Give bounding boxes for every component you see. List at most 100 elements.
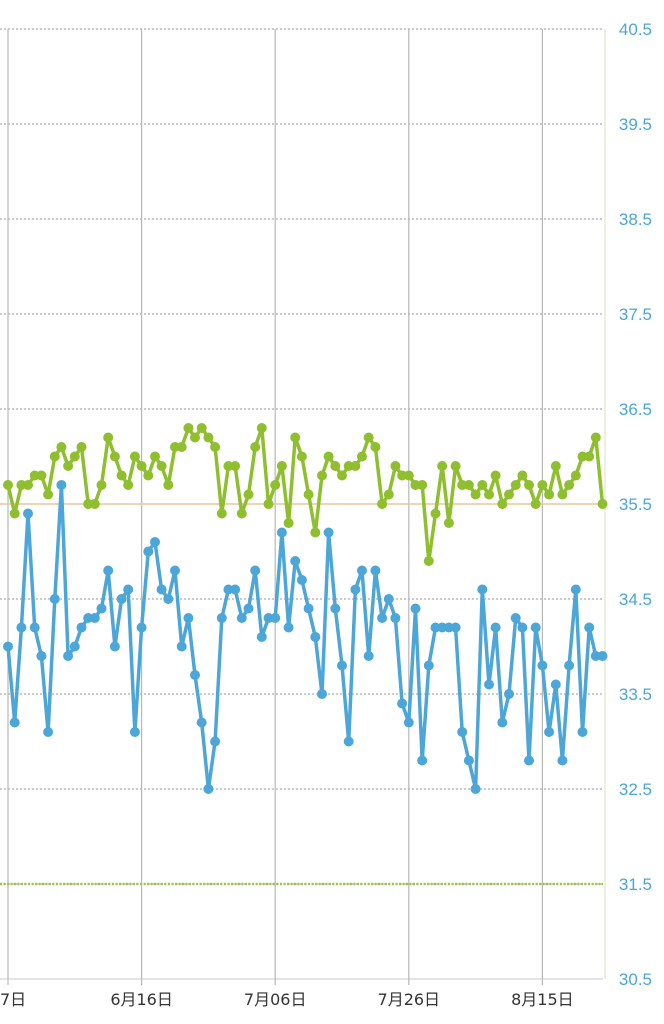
x-tick-label: 8月15日 bbox=[511, 990, 574, 1009]
data-point bbox=[69, 451, 80, 462]
data-point bbox=[497, 717, 508, 728]
data-point bbox=[517, 622, 528, 633]
data-point bbox=[457, 727, 468, 737]
data-point bbox=[544, 489, 555, 500]
data-point bbox=[76, 442, 87, 452]
data-point bbox=[377, 613, 388, 623]
data-point bbox=[16, 622, 27, 633]
data-point bbox=[383, 594, 394, 604]
data-point bbox=[530, 499, 541, 509]
data-point bbox=[216, 508, 227, 519]
y-tick-label: 31.5 bbox=[619, 875, 652, 894]
y-tick-label: 30.5 bbox=[619, 970, 652, 989]
data-point bbox=[250, 565, 261, 576]
data-point bbox=[397, 698, 408, 709]
data-point bbox=[417, 480, 428, 490]
data-point bbox=[236, 508, 247, 519]
data-point bbox=[156, 584, 167, 595]
y-tick-label: 39.5 bbox=[619, 115, 652, 134]
data-point bbox=[230, 461, 241, 471]
data-point bbox=[510, 480, 521, 490]
data-point bbox=[524, 755, 534, 766]
data-point bbox=[9, 508, 20, 519]
x-tick-label: 6月16日 bbox=[110, 990, 173, 1009]
data-point bbox=[129, 451, 140, 462]
data-point bbox=[256, 423, 267, 433]
data-point bbox=[423, 660, 434, 671]
data-point bbox=[443, 518, 454, 528]
data-point bbox=[370, 442, 381, 452]
data-point bbox=[350, 584, 361, 595]
data-point bbox=[570, 470, 581, 481]
data-point bbox=[490, 470, 501, 481]
data-point bbox=[283, 622, 294, 633]
data-point bbox=[403, 717, 414, 728]
data-point bbox=[463, 755, 474, 766]
data-point bbox=[3, 480, 13, 490]
data-point bbox=[23, 508, 33, 519]
data-point bbox=[537, 480, 548, 490]
data-point bbox=[517, 470, 528, 481]
data-point bbox=[230, 584, 241, 595]
data-point bbox=[390, 613, 401, 623]
y-tick-label: 36.5 bbox=[619, 400, 652, 419]
data-point bbox=[150, 537, 160, 547]
data-point bbox=[56, 442, 67, 452]
data-point bbox=[597, 499, 608, 509]
data-point bbox=[69, 641, 80, 652]
y-tick-label: 37.5 bbox=[619, 305, 652, 324]
data-point bbox=[317, 689, 327, 699]
data-point bbox=[23, 480, 33, 490]
data-point bbox=[463, 480, 474, 490]
data-point bbox=[196, 423, 207, 433]
data-point bbox=[170, 565, 180, 576]
data-point bbox=[343, 736, 354, 747]
data-point bbox=[276, 527, 287, 538]
data-point bbox=[470, 784, 481, 794]
data-point bbox=[163, 480, 174, 490]
data-point bbox=[103, 432, 114, 443]
data-point bbox=[116, 470, 127, 481]
data-point bbox=[537, 660, 548, 671]
data-point bbox=[410, 603, 421, 614]
data-point bbox=[136, 461, 147, 471]
x-tick-label: 27日 bbox=[0, 990, 26, 1009]
data-point bbox=[210, 736, 221, 747]
data-point bbox=[337, 470, 347, 481]
data-point bbox=[250, 442, 261, 452]
data-point bbox=[210, 442, 221, 452]
data-point bbox=[36, 651, 47, 661]
data-point bbox=[3, 641, 13, 652]
data-point bbox=[176, 442, 187, 452]
data-point bbox=[470, 489, 481, 500]
data-point bbox=[183, 423, 194, 433]
data-point bbox=[190, 432, 200, 443]
data-point bbox=[570, 584, 581, 595]
data-point bbox=[550, 461, 561, 471]
data-point bbox=[96, 480, 107, 490]
data-point bbox=[477, 584, 488, 595]
series-2 bbox=[3, 480, 608, 794]
data-point bbox=[510, 613, 521, 623]
series-1 bbox=[3, 423, 608, 566]
data-point bbox=[317, 470, 327, 481]
data-point bbox=[76, 622, 87, 633]
data-point bbox=[323, 527, 334, 538]
data-point bbox=[190, 670, 200, 680]
data-point bbox=[530, 622, 541, 633]
data-point bbox=[236, 613, 247, 623]
data-point bbox=[129, 727, 140, 737]
data-point bbox=[136, 622, 147, 633]
data-point bbox=[504, 489, 514, 500]
data-point bbox=[484, 679, 494, 690]
data-point bbox=[490, 622, 501, 633]
data-point bbox=[176, 641, 187, 652]
data-point bbox=[450, 622, 461, 633]
data-point bbox=[504, 689, 514, 699]
data-point bbox=[109, 641, 120, 652]
data-point bbox=[116, 594, 127, 604]
data-point bbox=[283, 518, 294, 528]
data-point bbox=[276, 461, 287, 471]
y-tick-label: 38.5 bbox=[619, 210, 652, 229]
data-point bbox=[323, 451, 334, 462]
